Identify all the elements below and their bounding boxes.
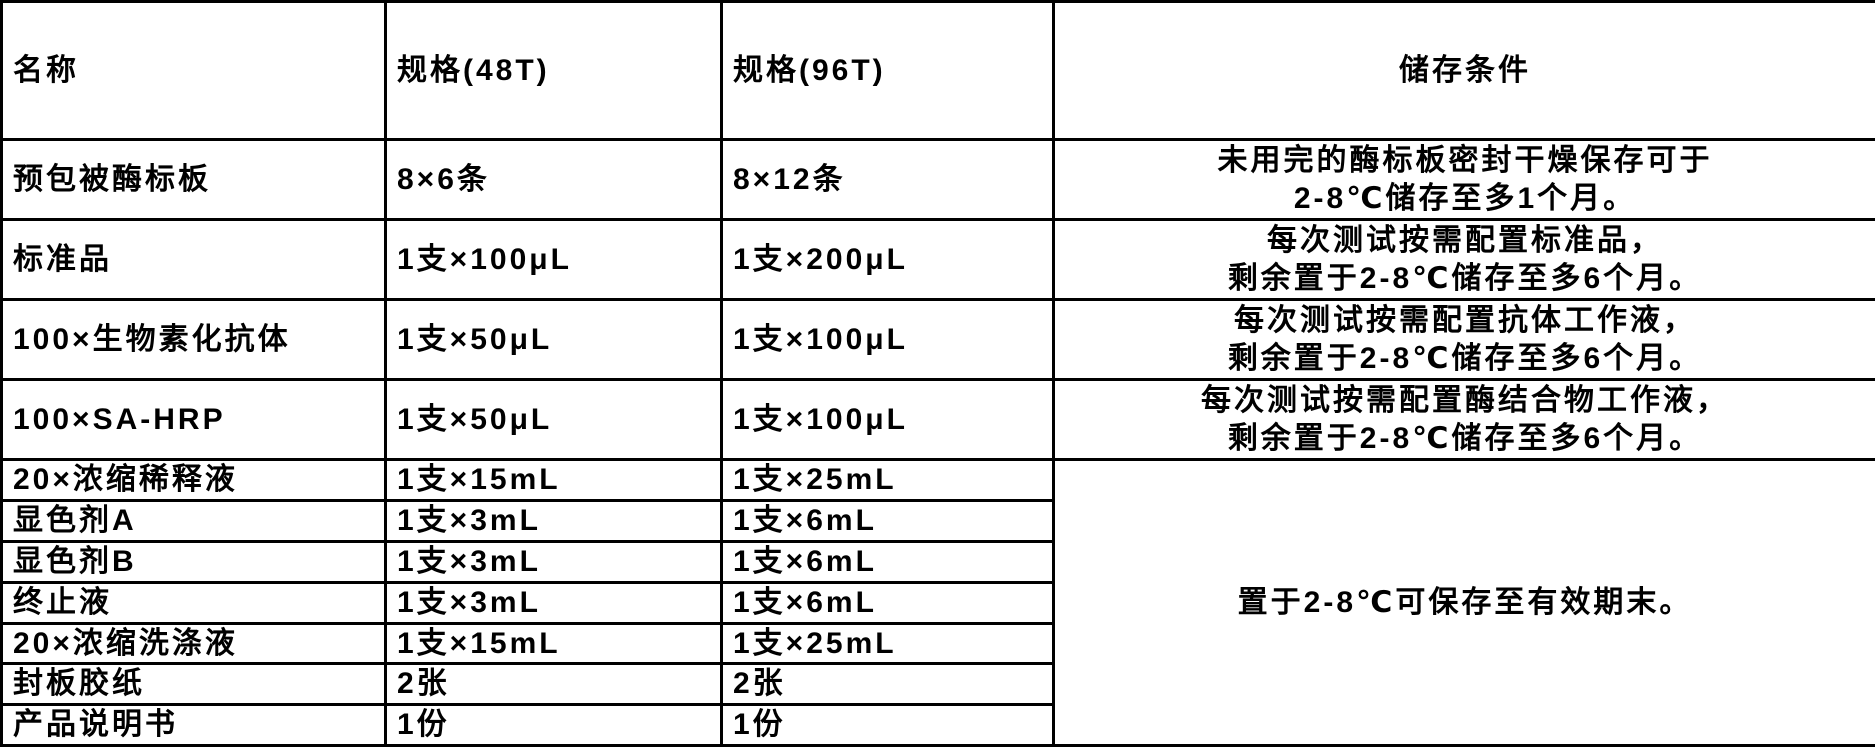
cell-spec-96t: 8×12条 [720, 138, 1055, 222]
cell-component-name: 预包被酶标板 [0, 138, 387, 222]
table-header-row: 名称 规格(48T) 规格(96T) 储存条件 [0, 0, 1875, 142]
table-row: 标准品 1支×100μL 1支×200μL 每次测试按需配置标准品， 剩余置于2… [0, 218, 1875, 302]
storage-line: 每次测试按需配置抗体工作液， [1234, 304, 1696, 338]
cell-spec-96t: 1支×6mL [720, 540, 1055, 584]
cell-component-name: 封板胶纸 [0, 662, 387, 707]
cell-spec-48t: 1支×50μL [384, 298, 723, 382]
column-header-storage-conditions: 储存条件 [1052, 0, 1875, 142]
cell-component-name: 显色剂A [0, 499, 387, 544]
cell-storage-condition: 每次测试按需配置酶结合物工作液， 剩余置于2-8℃储存至多6个月。 [1052, 378, 1875, 462]
column-header-name: 名称 [0, 0, 387, 142]
cell-component-name: 显色剂B [0, 540, 387, 584]
table-row: 预包被酶标板 8×6条 8×12条 未用完的酶标板密封干燥保存可于 2-8℃储存… [0, 138, 1875, 222]
storage-line: 每次测试按需配置酶结合物工作液， [1201, 384, 1729, 418]
cell-spec-48t: 1支×100μL [384, 218, 723, 302]
table-row: 封板胶纸 2张 2张 [0, 662, 1875, 707]
cell-component-name: 标准品 [0, 218, 387, 302]
cell-spec-48t: 1支×3mL [384, 580, 723, 625]
cell-component-name: 100×生物素化抗体 [0, 298, 387, 382]
cell-spec-48t: 1支×15mL [384, 458, 723, 503]
cell-component-name: 20×浓缩洗涤液 [0, 621, 387, 666]
cell-storage-condition: 每次测试按需配置标准品， 剩余置于2-8℃储存至多6个月。 [1052, 218, 1875, 302]
cell-storage-condition: 每次测试按需配置抗体工作液， 剩余置于2-8℃储存至多6个月。 [1052, 298, 1875, 382]
column-header-spec-96t: 规格(96T) [720, 0, 1055, 142]
cell-spec-96t: 1支×25mL [720, 458, 1055, 503]
cell-storage-condition: 未用完的酶标板密封干燥保存可于 2-8℃储存至多1个月。 [1052, 138, 1875, 222]
cell-spec-96t: 1支×6mL [720, 499, 1055, 544]
cell-spec-48t: 1支×3mL [384, 499, 723, 544]
storage-line: 未用完的酶标板密封干燥保存可于 [1217, 144, 1713, 178]
table-row: 产品说明书 1份 1份 [0, 703, 1875, 747]
cell-spec-96t: 1份 [720, 703, 1055, 747]
cell-spec-96t: 1支×200μL [720, 218, 1055, 302]
storage-line: 剩余置于2-8℃储存至多6个月。 [1227, 341, 1703, 375]
cell-spec-48t: 8×6条 [384, 138, 723, 222]
cell-spec-96t: 1支×100μL [720, 378, 1055, 462]
cell-component-name: 产品说明书 [0, 703, 387, 747]
storage-line: 每次测试按需配置标准品， [1267, 224, 1663, 258]
table-row: 终止液 1支×3mL 1支×6mL [0, 580, 1875, 625]
column-header-spec-48t: 规格(48T) [384, 0, 723, 142]
table-row: 显色剂B 1支×3mL 1支×6mL [0, 540, 1875, 584]
table-row: 100×SA-HRP 1支×50μL 1支×100μL 每次测试按需配置酶结合物… [0, 378, 1875, 462]
cell-storage-condition-merged: 置于2-8℃可保存至有效期末。 [1052, 458, 1875, 747]
cell-component-name: 20×浓缩稀释液 [0, 458, 387, 503]
cell-spec-96t: 1支×100μL [720, 298, 1055, 382]
cell-spec-96t: 1支×25mL [720, 621, 1055, 666]
table-row: 显色剂A 1支×3mL 1支×6mL [0, 499, 1875, 544]
cell-spec-48t: 1支×15mL [384, 621, 723, 666]
cell-spec-96t: 2张 [720, 662, 1055, 707]
cell-spec-48t: 2张 [384, 662, 723, 707]
table-row: 20×浓缩稀释液 1支×15mL 1支×25mL 置于2-8℃可保存至有效期末。 [0, 458, 1875, 747]
cell-spec-48t: 1支×50μL [384, 378, 723, 462]
storage-line: 2-8℃储存至多1个月。 [1293, 181, 1637, 215]
cell-component-name: 终止液 [0, 580, 387, 625]
table-row: 20×浓缩洗涤液 1支×15mL 1支×25mL [0, 621, 1875, 666]
cell-spec-48t: 1支×3mL [384, 540, 723, 584]
table-row: 100×生物素化抗体 1支×50μL 1支×100μL 每次测试按需配置抗体工作… [0, 298, 1875, 382]
storage-line: 剩余置于2-8℃储存至多6个月。 [1227, 421, 1703, 455]
storage-line: 剩余置于2-8℃储存至多6个月。 [1227, 261, 1703, 295]
cell-spec-96t: 1支×6mL [720, 580, 1055, 625]
cell-spec-48t: 1份 [384, 703, 723, 747]
cell-component-name: 100×SA-HRP [0, 378, 387, 462]
